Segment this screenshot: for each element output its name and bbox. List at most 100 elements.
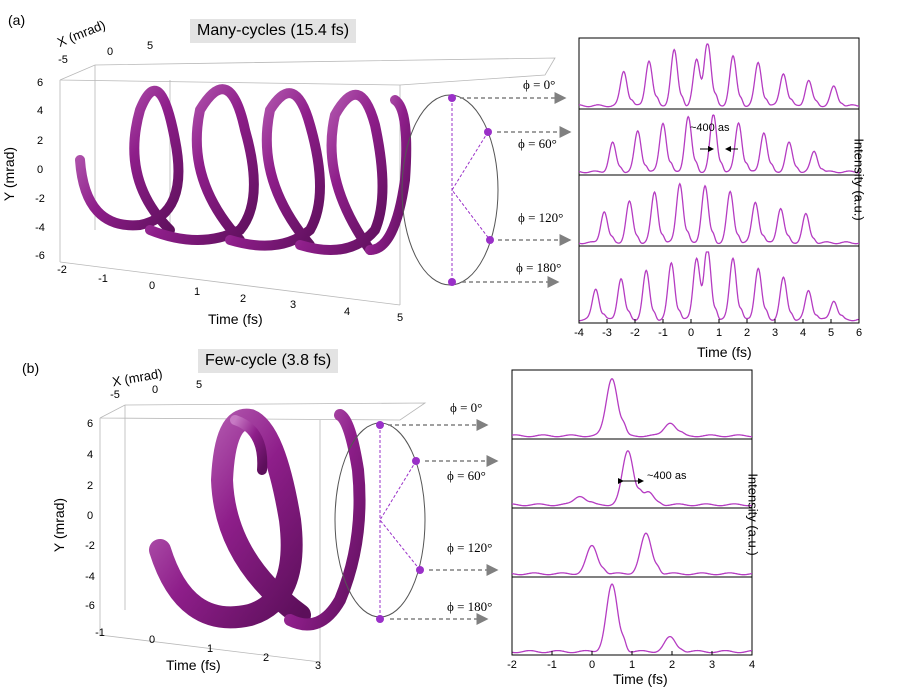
panel-b-tick-marks [511, 651, 753, 655]
panel-a-annotation: ~400 as [690, 122, 730, 134]
pulse-trace-180deg [511, 583, 752, 654]
panel-b-phase-dot-120 [416, 566, 424, 574]
pulse-axis-tick-label: 2 [668, 659, 676, 671]
pulse-axis-tick-label: 5 [827, 327, 835, 339]
panel-b-x-tick: -5 [110, 389, 120, 401]
panel-a-t-tick: 1 [193, 286, 201, 298]
panel-a-y-tick: -4 [35, 222, 45, 234]
pulse-axis-tick-label: 4 [799, 327, 807, 339]
panel-a-y-tick: -6 [35, 250, 45, 262]
panel-a-y-tick: 4 [36, 105, 44, 117]
panel-a-x-tick: -5 [58, 54, 68, 66]
panel-b-polarization-circle [334, 422, 426, 619]
pulse-axis-tick-label: -4 [574, 327, 584, 339]
panel-a-t-tick: 2 [239, 293, 247, 305]
pulse-trace-120deg [511, 532, 753, 576]
panel-a-y-axis-label: Y (mrad) [1, 146, 18, 202]
panel-a-pulse-frame [578, 37, 860, 324]
panel-a-t-tick: 0 [148, 280, 156, 292]
panel-a-t-tick: 5 [396, 312, 404, 324]
panel-b-t-tick: -1 [95, 627, 105, 639]
pulse-axis-tick-label: -2 [507, 659, 517, 671]
panel-b-phase-dot-60 [412, 457, 420, 465]
panel-b-y-tick: -4 [85, 571, 95, 583]
pulse-axis-tick-label: 3 [771, 327, 779, 339]
panel-a-phase-dot-180 [448, 278, 456, 286]
panel-b-phi-0: ϕ = 0° [450, 400, 483, 415]
panel-b-phase-dot-0 [376, 421, 384, 429]
panel-b-t-tick: 3 [314, 660, 322, 672]
panel-a-x-tick: 5 [146, 40, 154, 52]
panel-b-y-tick: -6 [85, 600, 95, 612]
panel-a-helix [75, 84, 412, 255]
pulse-trace-0deg [578, 43, 860, 108]
panel-b-y-tick: -2 [85, 540, 95, 552]
panel-b-phi-120: ϕ = 120° [447, 540, 493, 555]
pulse-trace-60deg [578, 114, 859, 174]
panel-a-t-tick: -1 [98, 273, 108, 285]
pulse-axis-tick-label: 2 [743, 327, 751, 339]
pulse-axis-tick-label: 6 [855, 327, 863, 339]
pulse-trace-0deg [511, 378, 752, 438]
panel-a-x-tick: 0 [106, 46, 114, 58]
panel-a-intensity-label: Intensity (a.u.) [851, 138, 867, 221]
panel-b-label: (b) [22, 360, 40, 376]
panel-a-t-axis-label: Time (fs) [208, 311, 263, 327]
panel-b-t-axis-label: Time (fs) [166, 657, 221, 673]
panel-b-phi-60: ϕ = 60° [447, 468, 486, 483]
panel-b-pulse-frame [511, 369, 753, 656]
panel-a-phase-dot-120 [486, 236, 494, 244]
panel-a-phi-0: ϕ = 0° [523, 77, 556, 92]
pulse-axis-tick-label: -1 [547, 659, 557, 671]
pulse-axis-tick-label: 4 [748, 659, 756, 671]
panel-b-phi-180: ϕ = 180° [447, 599, 493, 614]
panel-b-3d-box [99, 402, 427, 663]
pulse-axis-tick-label: -3 [602, 327, 612, 339]
panel-a-pulse-time-label: Time (fs) [697, 344, 752, 360]
panel-b-x-tick: 5 [195, 379, 203, 391]
panel-b-pulse-time-label: Time (fs) [613, 671, 668, 687]
panel-b-traces [511, 378, 753, 654]
pulse-axis-tick-label: 1 [628, 659, 636, 671]
panel-a-title: Many-cycles (15.4 fs) [190, 19, 357, 43]
panel-b-t-tick: 2 [262, 652, 270, 664]
panel-a-y-tick: 2 [36, 135, 44, 147]
pulse-trace-180deg [578, 251, 860, 322]
panel-a-phase-dot-60 [484, 128, 492, 136]
panel-a-phi-120: ϕ = 120° [518, 210, 564, 225]
pulse-axis-tick-label: 0 [687, 327, 695, 339]
panel-b-t-tick: 1 [206, 643, 214, 655]
panel-a-tick-marks [578, 319, 860, 323]
pulse-trace-60deg [512, 450, 753, 507]
panel-b-helix [149, 408, 366, 631]
panel-b-phase-dot-180 [376, 615, 384, 623]
pulse-axis-tick-label: 1 [715, 327, 723, 339]
panel-a-y-tick: 6 [36, 77, 44, 89]
panel-a-phi-60: ϕ = 60° [518, 136, 557, 151]
panel-b-intensity-label: Intensity (a.u.) [745, 473, 761, 556]
panel-b-annotation: ~400 as [647, 470, 687, 482]
panel-b-y-tick: 4 [86, 449, 94, 461]
panel-a-label: (a) [8, 12, 26, 28]
panel-b-y-tick: 6 [86, 418, 94, 430]
pulse-trace-120deg [578, 182, 860, 245]
panel-a-t-tick: 4 [343, 306, 351, 318]
panel-a-y-tick: -2 [35, 193, 45, 205]
panel-b-y-tick: 0 [86, 510, 94, 522]
panel-a-phase-dot-0 [448, 94, 456, 102]
panel-a-t-tick: 3 [289, 299, 297, 311]
pulse-axis-tick-label: -1 [658, 327, 668, 339]
panel-b-y-tick: 2 [86, 480, 94, 492]
panel-a-traces [578, 43, 860, 322]
panel-b-x-tick: 0 [151, 384, 159, 396]
panel-b-y-axis-label: Y (mrad) [51, 497, 68, 553]
panel-b-title: Few-cycle (3.8 fs) [198, 349, 339, 373]
pulse-axis-tick-label: 3 [708, 659, 716, 671]
pulse-axis-tick-label: -2 [630, 327, 640, 339]
panel-b-t-tick: 0 [148, 634, 156, 646]
panel-a-phi-180: ϕ = 180° [516, 260, 562, 275]
panel-a-y-tick: 0 [36, 164, 44, 176]
panel-a-polarization-circle [401, 94, 499, 286]
pulse-axis-tick-label: 0 [588, 659, 596, 671]
